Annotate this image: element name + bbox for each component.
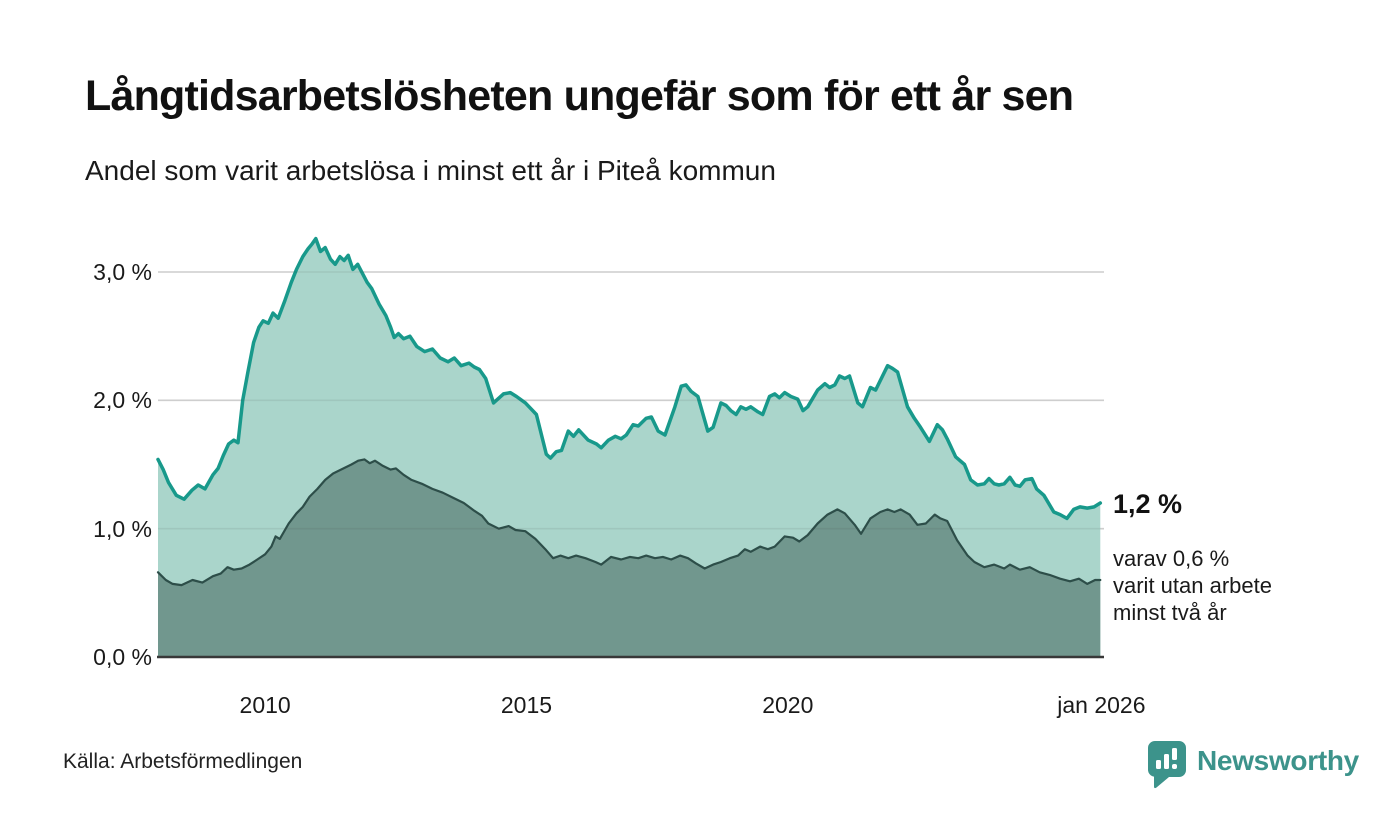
x-axis-tick: 2015 — [500, 692, 553, 718]
x-axis-tick: 2010 — [239, 692, 291, 718]
x-axis-tick: 2020 — [762, 692, 814, 718]
newsworthy-logo-icon — [1146, 739, 1188, 794]
newsworthy-brand: Newsworthy — [1146, 739, 1359, 794]
latest-value-detail: varav 0,6 % varit utan arbete minst två … — [1113, 545, 1272, 626]
brand-name: Newsworthy — [1197, 745, 1359, 776]
detail-line: varav 0,6 % — [1113, 546, 1230, 571]
source-attribution: Källa: Arbetsförmedlingen — [63, 750, 303, 773]
y-axis-tick: 3,0 % — [93, 259, 152, 285]
page-title: Långtidsarbetslösheten ungefär som för e… — [85, 72, 1074, 120]
y-axis-tick: 0,0 % — [93, 644, 152, 670]
y-axis-tick: 1,0 % — [93, 515, 152, 542]
x-axis-tick: jan 2026 — [1057, 692, 1146, 718]
detail-line: varit utan arbete — [1113, 573, 1272, 598]
detail-line: minst två år — [1113, 600, 1227, 625]
latest-value-label: 1,2 % — [1113, 489, 1183, 519]
page-subtitle: Andel som varit arbetslösa i minst ett å… — [85, 155, 776, 186]
y-axis-tick: 2,0 % — [93, 387, 152, 414]
